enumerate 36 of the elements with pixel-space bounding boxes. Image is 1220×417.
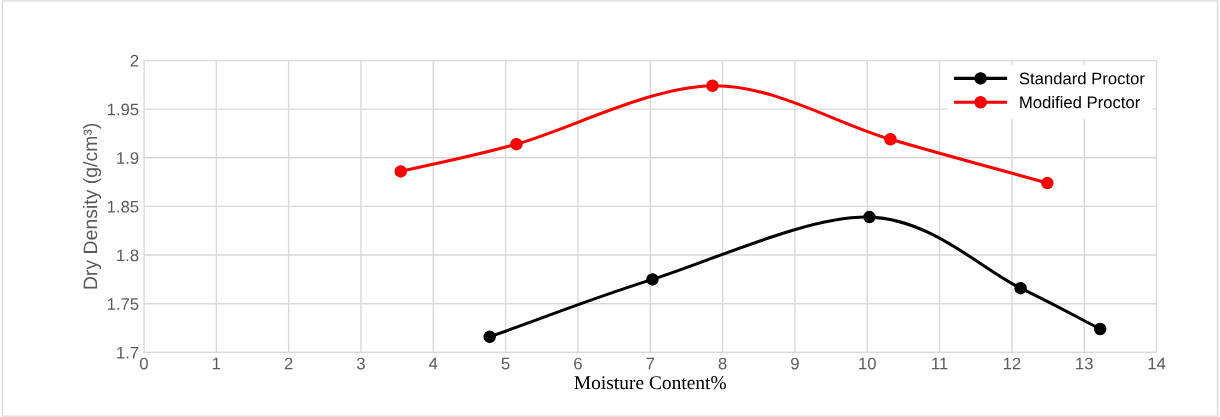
legend-label: Standard Proctor <box>1019 72 1145 85</box>
x-tick-label: 3 <box>356 357 365 370</box>
x-tick-label: 2 <box>284 357 293 370</box>
x-tick-label: 5 <box>501 357 510 370</box>
point <box>1041 176 1054 190</box>
legend-label: Modified Proctor <box>1020 96 1140 109</box>
x-tick-label: 10 <box>859 357 876 370</box>
point <box>483 330 496 344</box>
point <box>863 210 876 224</box>
x-tick-label: 8 <box>718 357 727 370</box>
x-tick-label: 7 <box>646 357 655 370</box>
x-tick-label: 0 <box>139 357 148 370</box>
x-tick-label: 13 <box>1076 357 1093 370</box>
point <box>706 79 719 93</box>
point <box>1093 322 1107 336</box>
x-tick-label: 6 <box>574 357 582 370</box>
point <box>1014 281 1027 295</box>
y-tick-label: 1.7 <box>117 346 139 359</box>
point <box>646 273 659 286</box>
x-tick-label: 14 <box>1148 357 1166 370</box>
point <box>884 133 897 146</box>
x-tick-label: 4 <box>429 357 438 370</box>
y-axis-title: Dry Density (g/cm³) <box>82 123 102 289</box>
y-tick-label: 1.85 <box>107 200 139 213</box>
y-tick-label: 2 <box>130 54 139 67</box>
x-tick-label: 11 <box>932 357 948 370</box>
x-axis-title: Moisture Content% <box>574 376 727 390</box>
y-tick-label: 1.75 <box>107 298 139 310</box>
x-tick-label: 12 <box>1003 357 1021 370</box>
x-tick-label: 9 <box>791 357 799 370</box>
y-tick-label: 1.95 <box>107 103 139 116</box>
x-tick-label: 1 <box>212 357 221 370</box>
y-tick-label: 1.9 <box>117 152 139 164</box>
y-tick-label: 1.8 <box>117 249 139 262</box>
point <box>394 165 407 178</box>
point <box>510 137 523 151</box>
